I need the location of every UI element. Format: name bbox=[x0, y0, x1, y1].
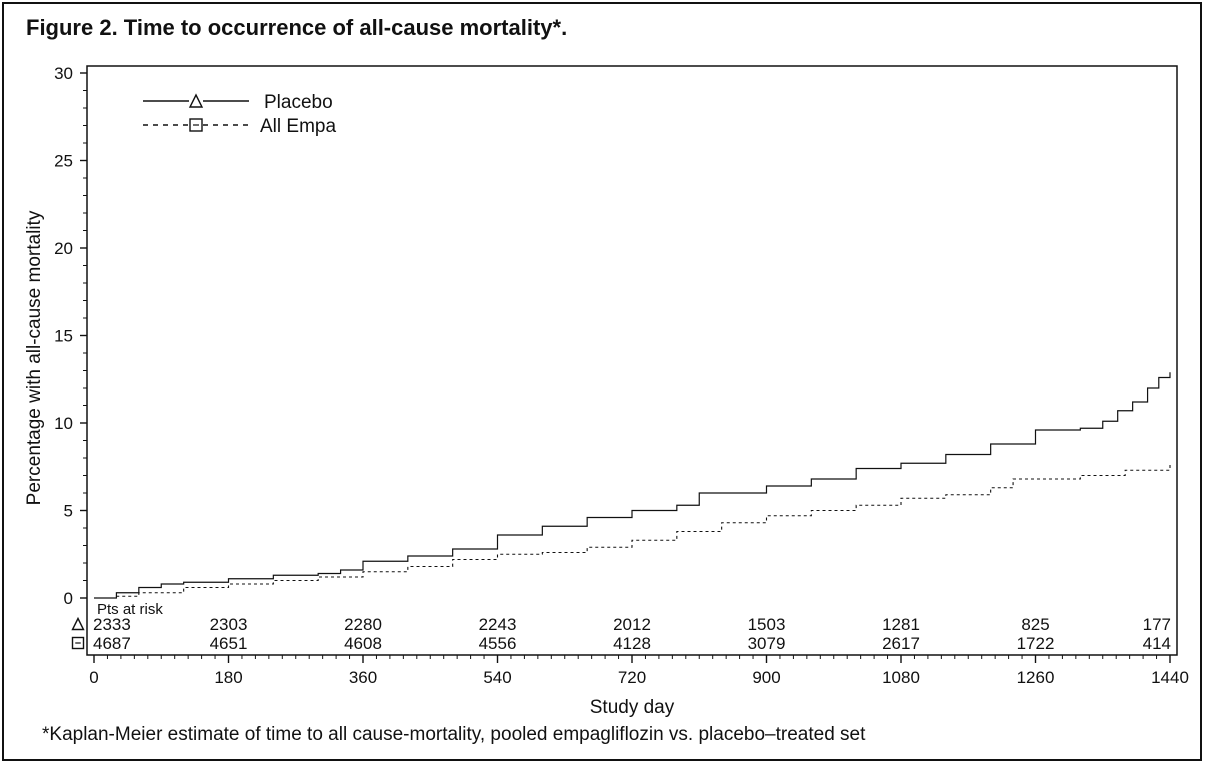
plot-area bbox=[86, 65, 1178, 656]
at-risk-heading: Pts at risk bbox=[97, 601, 163, 618]
at-risk-value: 4687 bbox=[93, 634, 131, 653]
y-tick-label: 5 bbox=[64, 502, 73, 521]
y-tick-label: 0 bbox=[64, 589, 73, 608]
x-tick-label: 720 bbox=[618, 668, 646, 687]
at-risk-value: 1281 bbox=[882, 615, 920, 634]
at-risk-value: 1503 bbox=[748, 615, 786, 634]
at-risk-marker-triangle-icon bbox=[71, 616, 85, 631]
at-risk-value: 4608 bbox=[344, 634, 382, 653]
at-risk-value: 2303 bbox=[210, 615, 248, 634]
at-risk-value: 4128 bbox=[613, 634, 651, 653]
at-risk-value: 2617 bbox=[882, 634, 920, 653]
x-tick-label: 1440 bbox=[1151, 668, 1189, 687]
legend: Placebo All Empa bbox=[143, 92, 336, 137]
at-risk-marker-square-icon bbox=[71, 636, 85, 650]
at-risk-value: 4556 bbox=[479, 634, 517, 653]
x-tick-label: 540 bbox=[483, 668, 511, 687]
y-tick-label: 10 bbox=[54, 414, 73, 433]
at-risk-value: 2280 bbox=[344, 615, 382, 634]
x-tick-label: 1260 bbox=[1017, 668, 1055, 687]
at-risk-value: 2012 bbox=[613, 615, 651, 634]
y-tick-label: 15 bbox=[54, 327, 73, 346]
figure-footnote: *Kaplan-Meier estimate of time to all ca… bbox=[42, 724, 866, 745]
x-tick-label: 0 bbox=[89, 668, 98, 687]
y-axis-label: Percentage with all-cause mortality bbox=[24, 210, 45, 505]
at-risk-value: 825 bbox=[1021, 615, 1049, 634]
x-tick-label: 900 bbox=[752, 668, 780, 687]
x-tick-label: 360 bbox=[349, 668, 377, 687]
at-risk-value: 2333 bbox=[93, 615, 131, 634]
x-tick-label: 1080 bbox=[882, 668, 920, 687]
axes-group: 0 5 10 15 20 25 30 0 180 360 540 720 900 1080 1260 1440 bbox=[54, 64, 1189, 687]
legend-marker-triangle-icon bbox=[188, 93, 204, 108]
legend-marker-square-icon bbox=[189, 118, 203, 132]
x-tick-label: 180 bbox=[214, 668, 242, 687]
y-tick-label: 25 bbox=[54, 152, 73, 171]
at-risk-value: 3079 bbox=[748, 634, 786, 653]
legend-label: All Empa bbox=[260, 116, 336, 137]
y-tick-label: 20 bbox=[54, 239, 73, 258]
at-risk-value: 177 bbox=[1143, 615, 1171, 634]
at-risk-value: 2243 bbox=[479, 615, 517, 634]
figure-title: Figure 2. Time to occurrence of all-caus… bbox=[26, 15, 568, 40]
y-tick-label: 30 bbox=[54, 64, 73, 83]
series-group bbox=[94, 372, 1171, 599]
legend-label: Placebo bbox=[264, 92, 333, 113]
series-line-placebo bbox=[94, 372, 1171, 599]
at-risk-value: 414 bbox=[1143, 634, 1171, 653]
x-axis-label: Study day bbox=[590, 697, 675, 718]
series-line-all-empa bbox=[94, 463, 1171, 599]
at-risk-value: 4651 bbox=[210, 634, 248, 653]
at-risk-value: 1722 bbox=[1017, 634, 1055, 653]
